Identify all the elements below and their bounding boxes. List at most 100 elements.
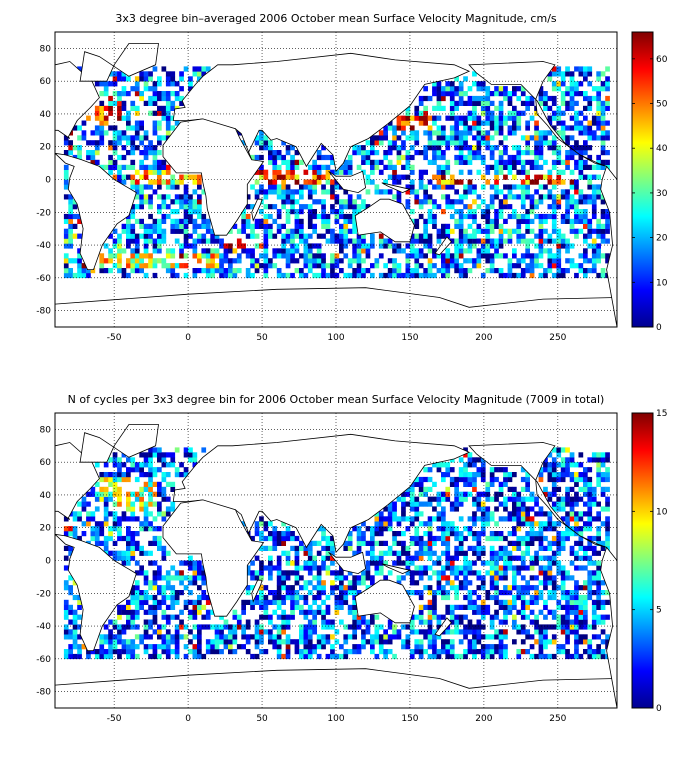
heatmap-cell <box>134 590 140 596</box>
heatmap-cell <box>427 258 433 264</box>
heatmap-cell <box>161 555 167 561</box>
heatmap-cell <box>343 213 349 220</box>
heatmap-cell <box>121 164 127 170</box>
heatmap-cell <box>143 575 149 581</box>
heatmap-cell <box>520 110 526 116</box>
heatmap-cell <box>538 467 544 473</box>
heatmap-cell <box>467 599 473 605</box>
heatmap-cell <box>303 639 309 645</box>
heatmap-cell <box>516 95 522 102</box>
heatmap-cell <box>299 604 304 610</box>
heatmap-cell <box>436 653 442 660</box>
heatmap-cell <box>179 248 184 254</box>
heatmap-cell <box>245 570 251 576</box>
heatmap-cell <box>507 213 513 220</box>
heatmap-cell <box>143 462 149 468</box>
heatmap-cell <box>165 496 171 502</box>
heatmap-cell <box>432 184 437 190</box>
heatmap-cell <box>512 86 517 92</box>
heatmap-cell <box>520 199 526 205</box>
heatmap-cell <box>449 135 455 141</box>
heatmap-cell <box>454 491 459 497</box>
heatmap-cell <box>569 560 575 566</box>
heatmap-cell <box>161 115 167 121</box>
heatmap-cell <box>294 189 300 195</box>
heatmap-cell <box>432 540 437 546</box>
heatmap-cell <box>263 189 269 195</box>
heatmap-cell <box>312 619 317 625</box>
heatmap-cell <box>157 634 162 640</box>
heatmap-cell <box>591 164 597 170</box>
heatmap-cell <box>387 521 393 527</box>
heatmap-cell <box>472 184 477 190</box>
heatmap-cell <box>556 624 562 630</box>
heatmap-cell <box>409 580 415 586</box>
heatmap-cell <box>134 263 140 269</box>
heatmap-cell <box>356 248 362 254</box>
heatmap-cell <box>520 204 526 210</box>
heatmap-cell <box>591 580 597 586</box>
heatmap-cell <box>126 491 131 497</box>
heatmap-cell <box>294 550 300 556</box>
heatmap-cell <box>485 481 491 487</box>
heatmap-cell <box>507 189 513 195</box>
y-tick-label: 40 <box>40 491 52 501</box>
heatmap-cell <box>489 560 495 566</box>
heatmap-cell <box>507 531 513 537</box>
heatmap-cell <box>263 526 269 532</box>
heatmap-cell <box>356 238 362 244</box>
heatmap-cell <box>480 238 486 244</box>
heatmap-cell <box>556 462 562 468</box>
heatmap-cell <box>263 213 269 220</box>
heatmap-cell <box>188 565 193 571</box>
heatmap-cell <box>143 86 149 92</box>
heatmap-cell <box>449 184 455 190</box>
heatmap-cell <box>494 164 499 170</box>
heatmap-cell <box>409 154 415 161</box>
heatmap-cell <box>241 624 246 630</box>
heatmap-cell <box>534 258 539 264</box>
heatmap-cell <box>503 159 508 165</box>
heatmap-cell <box>503 272 508 279</box>
heatmap-cell <box>112 150 118 156</box>
heatmap-cell <box>161 634 167 640</box>
heatmap-cell <box>361 639 366 645</box>
heatmap-cell <box>117 555 122 561</box>
heatmap-cell <box>591 194 597 200</box>
heatmap-cell <box>498 154 504 161</box>
heatmap-cell <box>401 575 406 581</box>
heatmap-cell <box>587 467 593 473</box>
heatmap-cell <box>485 213 491 220</box>
heatmap-cell <box>578 462 584 468</box>
heatmap-cell <box>152 263 158 269</box>
heatmap-cell <box>560 135 566 141</box>
heatmap-cell <box>578 476 584 483</box>
heatmap-cell <box>72 204 78 210</box>
heatmap-cell <box>352 550 357 556</box>
heatmap-cell <box>454 209 459 215</box>
heatmap-cell <box>605 95 610 102</box>
heatmap-cell <box>578 594 584 601</box>
heatmap-cell <box>112 145 118 151</box>
heatmap-cell <box>126 639 131 645</box>
heatmap-cell <box>529 272 535 279</box>
heatmap-cell <box>414 272 420 279</box>
heatmap-cell <box>347 609 353 615</box>
heatmap-cell <box>281 253 286 259</box>
heatmap-cell <box>325 604 331 610</box>
heatmap-cell <box>192 452 198 458</box>
colorbar-1 <box>631 31 654 328</box>
heatmap-cell <box>126 624 131 630</box>
heatmap-cell <box>520 639 526 645</box>
heatmap-cell <box>401 145 406 151</box>
heatmap-cell <box>418 169 424 175</box>
heatmap-cell <box>232 248 238 254</box>
heatmap-cell <box>192 253 198 259</box>
heatmap-cell <box>126 535 131 542</box>
heatmap-cell <box>103 105 109 111</box>
heatmap-cell <box>560 76 566 82</box>
heatmap-cell <box>507 540 513 546</box>
heatmap-cell <box>192 575 198 581</box>
heatmap-cell <box>192 570 198 576</box>
heatmap-cell <box>441 540 446 546</box>
